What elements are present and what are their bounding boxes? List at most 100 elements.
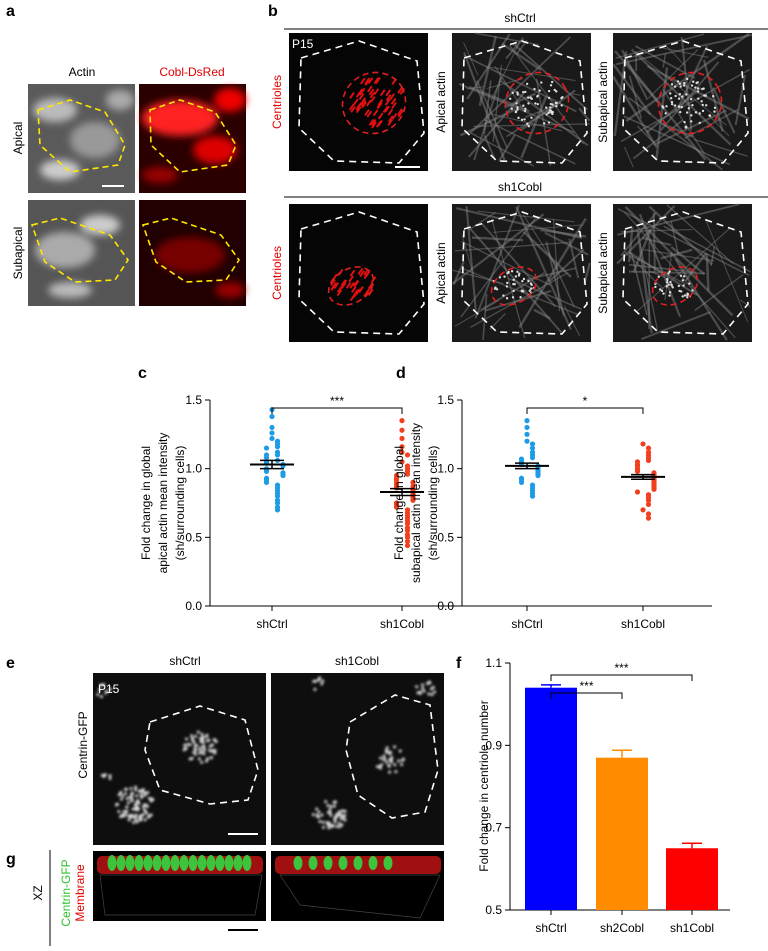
centriole: [135, 794, 138, 797]
speckle: [674, 95, 676, 97]
x-tick-label: sh1Cobl: [670, 921, 714, 935]
centriole: [193, 747, 196, 750]
speckle: [683, 84, 685, 86]
data-point: [640, 507, 645, 512]
overlay-label: P15: [98, 682, 120, 696]
data-point: [264, 480, 269, 485]
centriole: [124, 792, 127, 795]
speckle: [701, 88, 703, 90]
centriole: [314, 680, 317, 683]
speckle: [670, 283, 672, 285]
centriole: [388, 758, 391, 761]
centriole: [142, 805, 145, 808]
centriole: [313, 688, 316, 691]
centriole: [198, 747, 201, 750]
speckle: [682, 284, 684, 286]
centriole: [117, 855, 126, 871]
centriole: [386, 746, 389, 749]
panel-label: e: [6, 655, 15, 672]
speckle: [523, 118, 525, 120]
centriole: [343, 814, 346, 817]
speckle: [671, 101, 673, 103]
centriole: [340, 823, 343, 826]
speckle: [516, 271, 518, 273]
centriole: [430, 687, 433, 690]
speckle: [521, 119, 523, 121]
speckle: [668, 283, 670, 285]
speckle: [685, 93, 687, 95]
group-title: shCtrl: [504, 11, 535, 25]
speckle: [496, 288, 498, 290]
speckle: [515, 111, 517, 113]
speckle: [681, 295, 683, 297]
speckle: [666, 281, 668, 283]
significance-label: ***: [579, 679, 593, 693]
speckle: [712, 95, 714, 97]
x-tick-label: shCtrl: [256, 617, 287, 631]
speckle: [714, 107, 716, 109]
speckle: [519, 296, 521, 298]
speckle: [550, 84, 552, 86]
centriole: [119, 793, 122, 796]
centriole: [335, 813, 338, 816]
centriole: [415, 685, 418, 688]
bar: [525, 688, 577, 910]
centriole: [326, 804, 329, 807]
micrograph: [139, 84, 246, 193]
centriole: [383, 755, 386, 758]
row-label: Centrin-GFP: [76, 711, 90, 778]
column-label: Subapical actin: [596, 61, 610, 142]
centriole: [109, 774, 112, 777]
speckle: [691, 84, 693, 86]
centriole: [206, 757, 209, 760]
centriole: [393, 745, 396, 748]
speckle: [658, 276, 660, 278]
speckle: [671, 103, 673, 105]
speckle: [552, 111, 554, 113]
micrograph: [452, 33, 591, 171]
speckle: [685, 126, 687, 128]
speckle: [516, 108, 518, 110]
centriole: [433, 690, 436, 693]
y-tick-label: 0.0: [437, 599, 454, 613]
data-point: [524, 432, 529, 437]
centriole: [216, 855, 225, 871]
speckle: [560, 97, 562, 99]
speckle: [680, 85, 682, 87]
centriole: [402, 758, 405, 761]
row-label: Apical: [11, 122, 25, 155]
centriole: [132, 821, 135, 824]
data-point: [264, 469, 269, 474]
centriole: [333, 818, 336, 821]
centriole: [211, 744, 214, 747]
speckle: [681, 95, 683, 97]
centriole: [324, 856, 333, 870]
speckle: [527, 96, 529, 98]
y-axis-label: (sh/surrounding cells): [173, 446, 187, 561]
speckle: [518, 272, 520, 274]
panel-label: a: [6, 3, 15, 20]
centriole: [417, 691, 420, 694]
centriole: [389, 752, 392, 755]
centriole: [317, 815, 320, 818]
speckle: [522, 105, 524, 107]
image-bg: [452, 33, 591, 171]
y-axis-label: Fold change in global: [392, 446, 406, 560]
x-tick-label: shCtrl: [535, 921, 566, 935]
centriole: [125, 806, 128, 809]
centriole: [194, 735, 197, 738]
speckle: [524, 108, 526, 110]
centriole: [200, 751, 203, 754]
speckle: [702, 104, 704, 106]
speckle: [531, 98, 533, 100]
texture: [654, 213, 655, 272]
centriole: [428, 681, 431, 684]
speckle: [669, 281, 671, 283]
speckle: [686, 294, 688, 296]
centriole: [421, 687, 424, 690]
data-point: [399, 436, 404, 441]
centriole: [327, 826, 330, 829]
speckle: [548, 121, 550, 123]
centriole: [423, 690, 426, 693]
panel-label: f: [456, 655, 462, 672]
